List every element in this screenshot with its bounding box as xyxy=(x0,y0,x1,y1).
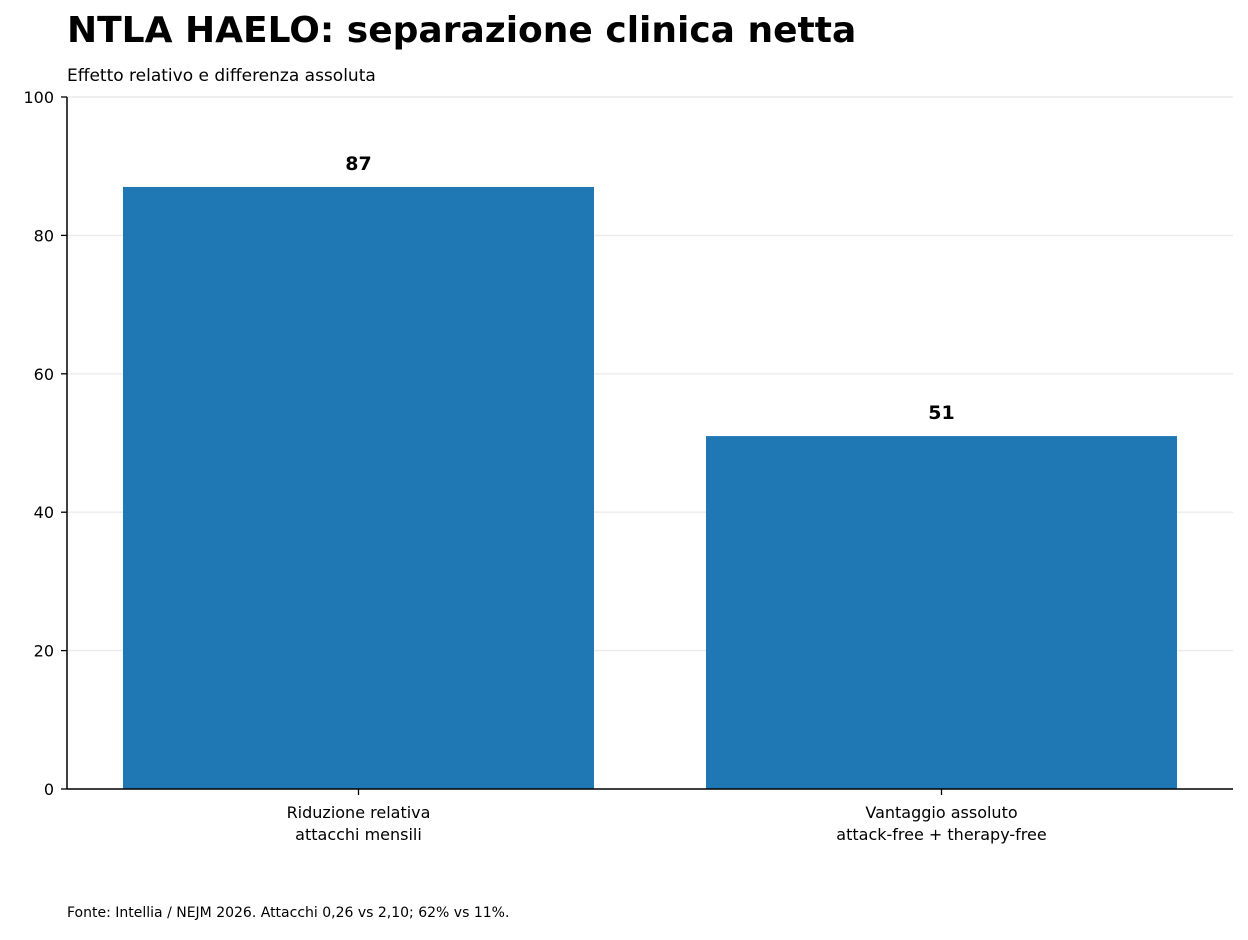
source-note: Fonte: Intellia / NEJM 2026. Attacchi 0,… xyxy=(67,905,510,921)
bar-2 xyxy=(706,436,1177,789)
axes xyxy=(61,96,1233,795)
x-tick-label: Riduzione relativa xyxy=(287,803,431,822)
y-tick-label: 100 xyxy=(23,88,54,107)
data-label-1: 87 xyxy=(345,153,371,175)
data-label-2: 51 xyxy=(928,402,954,424)
y-tick-label: 20 xyxy=(34,642,54,661)
bars xyxy=(123,186,1177,789)
bar-1 xyxy=(123,186,594,789)
x-tick-label: attack-free + therapy-free xyxy=(836,825,1046,844)
y-tick-label: 60 xyxy=(34,365,54,384)
y-tick-label: 0 xyxy=(44,780,54,799)
chart-subtitle: Effetto relativo e differenza assoluta xyxy=(67,66,376,86)
x-tick-label: attacchi mensili xyxy=(295,825,422,844)
x-tick-label: Vantaggio assoluto xyxy=(865,803,1017,822)
labels: 87 51 0 20 40 60 80 100 Riduzione relativa attacc… xyxy=(23,88,1046,844)
y-tick-label: 80 xyxy=(34,226,54,245)
y-tick-label: 40 xyxy=(34,503,54,522)
chart-title: NTLA HAELO: separazione clinica netta xyxy=(67,10,857,51)
